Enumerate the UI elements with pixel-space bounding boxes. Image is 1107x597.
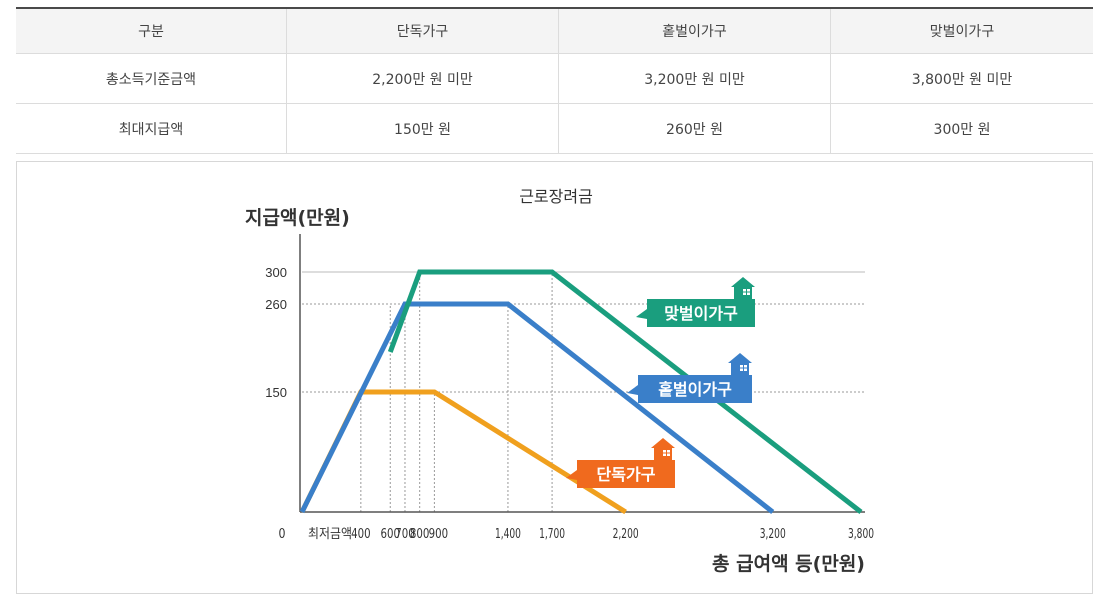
x-tick-label: 3,200	[760, 527, 786, 542]
table-cell: 2,200만 원 미만	[286, 53, 559, 104]
header-single: 단독가구	[286, 8, 559, 54]
label-pointer	[627, 385, 638, 395]
y-axis-label: 지급액(만원)	[245, 207, 350, 229]
label-box	[577, 460, 675, 488]
table-row: 최대지급액 150만 원 260만 원 300만 원	[16, 103, 1093, 154]
y-tick-label: 150	[265, 385, 287, 400]
row-label: 최대지급액	[16, 103, 287, 154]
incentive-chart: 근로장려금 지급액(만원) 총 급여액 등(만원) 150 260 300 0 최저금액…	[245, 187, 874, 575]
x-tick-label: 400	[351, 527, 371, 542]
summary-table: 구분 단독가구 홑벌이가구 맞벌이가구 총소득기준금액 2,200만 원 미만 …	[16, 7, 1093, 154]
label-box	[647, 299, 755, 327]
x-tick-label: 0	[279, 527, 286, 542]
table-cell: 260만 원	[558, 103, 831, 154]
house-icon	[731, 277, 755, 299]
table-cell: 3,200만 원 미만	[558, 53, 831, 104]
series-name: 단독가구	[597, 465, 656, 484]
house-roof	[731, 277, 755, 287]
series-label-맞벌이가구: 맞벌이가구	[636, 277, 755, 327]
x-tick-label: 600	[381, 527, 401, 542]
y-tick-label: 300	[265, 265, 287, 280]
house-icon	[651, 438, 675, 460]
table-header-row: 구분 단독가구 홑벌이가구 맞벌이가구	[16, 8, 1093, 54]
house-roof	[651, 438, 675, 448]
chart-panel: 근로장려금 지급액(만원) 총 급여액 등(만원) 150 260 300 0 최저금액…	[16, 161, 1093, 594]
x-tick-label: 700	[395, 527, 415, 542]
series-labels: 단독가구 홑벌이가구 맞벌이가구	[566, 277, 755, 488]
x-tick-label: 800	[410, 527, 430, 542]
house-icon	[728, 353, 752, 375]
series-name: 맞벌이가구	[664, 304, 738, 323]
x-tick-label: 최저금액	[308, 527, 352, 542]
table-cell: 150만 원	[286, 103, 559, 154]
header-category: 구분	[16, 8, 287, 54]
x-tick-label: 2,200	[613, 527, 639, 542]
series-label-홑벌이가구: 홑벌이가구	[627, 353, 752, 403]
series-line-홑벌이가구	[299, 301, 775, 514]
header-dual-earner: 맞벌이가구	[830, 8, 1093, 54]
table-row: 총소득기준금액 2,200만 원 미만 3,200만 원 미만 3,800만 원…	[16, 53, 1093, 104]
series-name: 홑벌이가구	[658, 380, 732, 399]
x-tick-label: 3,800	[848, 527, 874, 542]
y-tick-label: 260	[265, 297, 287, 312]
x-tick-label: 1,700	[539, 527, 565, 542]
x-tick-label: 1,400	[495, 527, 521, 542]
label-box	[638, 375, 752, 403]
row-label: 총소득기준금액	[16, 53, 287, 104]
table-cell: 3,800만 원 미만	[830, 53, 1093, 104]
house-roof	[728, 353, 752, 363]
x-tick-label: 900	[429, 527, 449, 542]
x-axis-label: 총 급여액 등(만원)	[712, 553, 865, 575]
table-cell: 300만 원	[830, 103, 1093, 154]
header-single-earner: 홑벌이가구	[558, 8, 831, 54]
chart-title: 근로장려금	[519, 187, 593, 206]
label-pointer	[636, 309, 647, 319]
label-pointer	[566, 470, 577, 480]
series-label-단독가구: 단독가구	[566, 438, 675, 488]
